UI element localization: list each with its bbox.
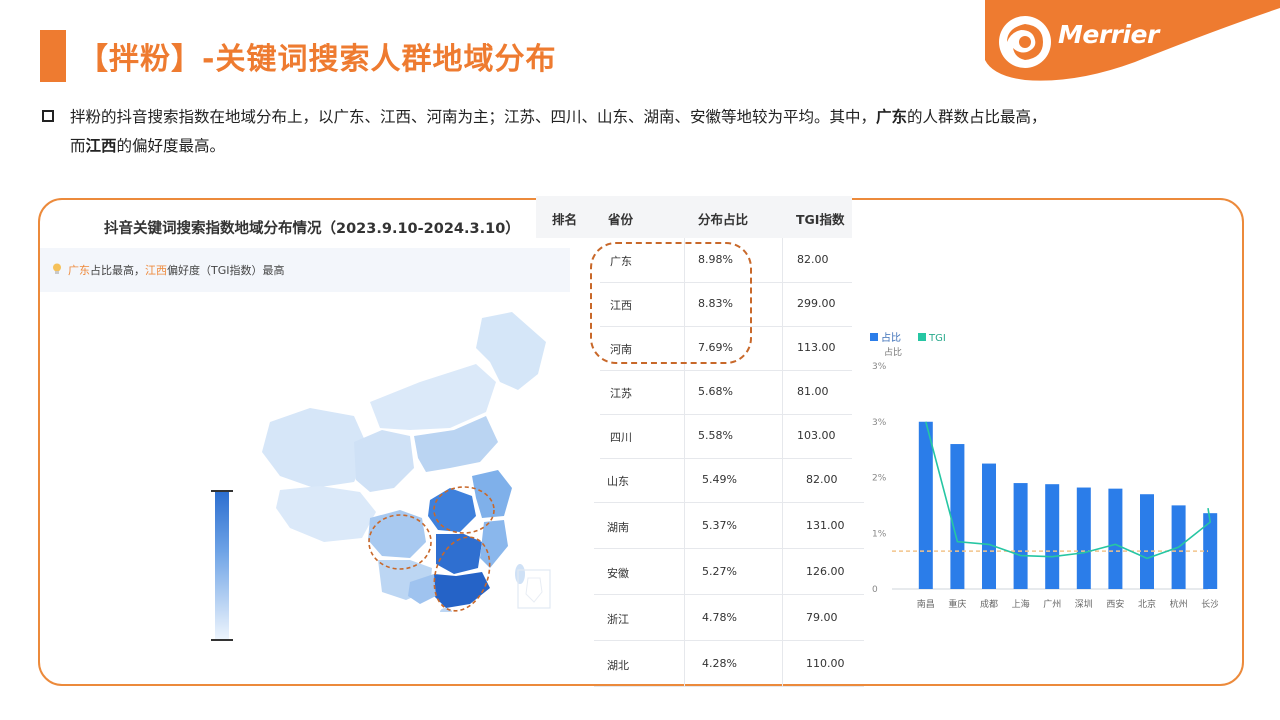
page-title: 【拌粉】-关键词搜索人群地域分布 [78,42,557,77]
y-tick-label: 0 [872,585,878,595]
table-cell-tgi: 131.00 [806,519,845,532]
table-cell-tgi: 103.00 [797,429,836,442]
table-row-divider [600,370,852,371]
summary-bold-guangdong: 广东 [876,108,908,126]
x-tick-label: 深圳 [1075,599,1093,610]
table-header-share: 分布占比 [698,212,749,227]
y-tick-label: 3% [872,418,887,428]
table-cell-tgi: 113.00 [797,341,836,354]
table-header-row [536,196,852,238]
map-panel-title: 抖音关键词搜索指数地域分布情况（2023.9.10-2024.3.10） [104,221,520,237]
table-cell-tgi: 299.00 [797,297,836,310]
legend-label-tgi: TGI [928,333,946,344]
map-hint-text: 广东占比最高，江西偏好度（TGI指数）最高 [68,264,285,277]
map-color-legend[interactable] [215,492,229,640]
legend-swatch-share [870,333,878,341]
y-tick-label: 1% [872,529,887,539]
bar-成都 [982,463,996,589]
table-cell-share: 8.83% [698,297,733,310]
table-cell-province: 山东 [607,475,629,488]
table-row-divider [600,458,852,459]
x-tick-label: 重庆 [948,598,966,610]
table-cell-tgi: 79.00 [806,611,838,624]
table-cell-tgi: 81.00 [797,385,829,398]
table-cell-province: 江苏 [610,387,632,400]
table-cell-tgi: 82.00 [797,253,829,266]
bar-南昌 [918,421,933,589]
table-cell-share: 5.27% [702,565,737,578]
legend-swatch-tgi [918,333,926,341]
table-cell-province: 江西 [610,299,632,312]
table-row-divider [594,502,864,503]
table-column-divider [782,238,783,686]
legend-label-share: 占比 [881,331,901,344]
table-cell-share: 5.49% [702,473,737,486]
brand-logo [985,0,1280,81]
table-row-divider [594,640,864,641]
table-cell-province: 湖南 [607,521,629,534]
table-row-divider [600,326,852,327]
x-tick-label: 北京 [1138,598,1156,610]
x-tick-label: 上海 [1012,598,1030,610]
table-row-divider [600,282,852,283]
legend-handle-bottom[interactable] [211,639,233,641]
table-cell-tgi: 110.00 [806,657,845,670]
map-hint-box [40,248,570,292]
x-tick-label: 西安 [1106,598,1124,610]
table-column-divider [684,238,685,686]
summary-bold-jiangxi: 江西 [85,137,117,155]
x-tick-label: 成都 [980,598,998,610]
y-tick-label: 3% [872,362,887,372]
legend-handle-top[interactable] [211,490,233,492]
summary-text: 拌粉的抖音搜索指数在地域分布上，以广东、江西、河南为主；江苏、四川、山东、湖南、… [70,108,1047,155]
x-tick-label: 南昌 [917,598,935,610]
title-accent-bar [40,30,66,82]
table-row-divider [594,594,864,595]
table-row-divider [594,686,864,687]
table-cell-share: 8.98% [698,253,733,266]
tgi-series-line [925,421,1212,560]
table-header-rank: 排名 [552,212,578,227]
logo-text: Merrier [1058,20,1159,49]
bar-长沙 [1203,513,1218,589]
table-cell-province: 四川 [610,431,632,444]
bar-上海 [1013,483,1028,589]
table-header-tgi: TGI指数 [796,212,845,227]
x-tick-label: 杭州 [1170,598,1188,610]
y-axis-label: 占比 [884,346,902,358]
table-row-divider [594,548,864,549]
table-header-province: 省份 [608,212,634,227]
x-tick-label: 广州 [1043,598,1061,610]
x-tick-label: 长沙 [1201,598,1218,610]
lightbulb-icon [53,263,61,274]
table-cell-tgi: 82.00 [806,473,838,486]
table-cell-share: 5.58% [698,429,733,442]
table-cell-share: 4.28% [702,657,737,670]
bar-北京 [1140,494,1154,589]
china-choropleth-map [262,312,551,612]
table-cell-province: 湖北 [607,659,629,672]
bar-西安 [1108,488,1123,589]
bar-广州 [1045,484,1060,589]
bar-深圳 [1076,487,1091,589]
table-row-divider [600,414,852,415]
y-tick-label: 2% [872,474,887,484]
table-cell-share: 5.68% [698,385,733,398]
table-cell-province: 浙江 [607,613,629,626]
table-cell-share: 5.37% [702,519,737,532]
table-cell-share: 4.78% [702,611,737,624]
bar-重庆 [950,444,965,589]
table-cell-province: 安徽 [607,567,629,580]
table-cell-share: 7.69% [698,341,733,354]
top3-highlight-oval [590,242,752,364]
city-bar-chart: 占比 TGI 占比 0 1% 2% 3% 3% 南昌 重庆 成都 上海 广州 深圳 西安 北京 杭州 长沙 [870,331,1218,610]
table-cell-tgi: 126.00 [806,565,845,578]
bullet-square-icon [42,110,54,122]
